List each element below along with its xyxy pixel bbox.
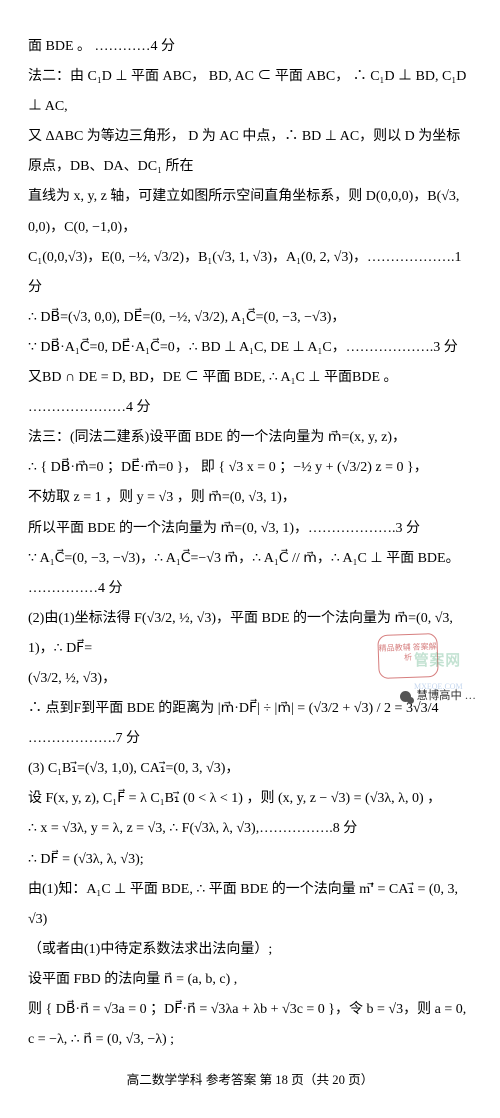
- watermark-top: 管案网: [414, 646, 478, 678]
- body-line: ∵ A₁C⃗=(0, −3, −√3)，∴ A₁C⃗=−√3 m⃗，∴ A₁C⃗…: [28, 544, 472, 604]
- body-line: 法二：由 C₁D ⊥ 平面 ABC， BD, AC ⊂ 平面 ABC， ∴ C₁…: [28, 62, 472, 122]
- body-line: 设 F(x, y, z), C₁F⃗ = λ C₁B₁⃗ (0 < λ < 1)…: [28, 784, 472, 814]
- body-line: 所以平面 BDE 的一个法向量为 m⃗=(0, √3, 1)，……………….3 …: [28, 514, 472, 544]
- body-line: ∴ { DB⃗·m⃗=0 ；DE⃗·m⃗=0 }， 即 { √3 x = 0 ；…: [28, 453, 472, 483]
- body-line: 设平面 FBD 的法向量 n⃗ = (a, b, c) ,: [28, 965, 472, 995]
- body-line: （或者由(1)中待定系数法求出法向量）;: [28, 935, 472, 965]
- body-line: 又BD ∩ DE = D, BD，DE ⊂ 平面 BDE, ∴ A₁C ⊥ 平面…: [28, 363, 472, 423]
- footer-right: 慧博高中 …: [400, 684, 476, 708]
- body-line: ∴ x = √3λ, y = λ, z = √3, ∴ F(√3λ, λ, √3…: [28, 814, 472, 844]
- footer-right-text: 慧博高中 …: [417, 690, 476, 702]
- body-line: 面 BDE 。 …………4 分: [28, 32, 472, 62]
- body-line: 法三：(同法二建系)设平面 BDE 的一个法向量为 m⃗=(x, y, z)，: [28, 423, 472, 453]
- page-footer: 高二数学学科 参考答案 第 18 页（共 20 页）: [28, 1067, 472, 1094]
- footer-text: 高二数学学科 参考答案 第 18 页（共 20 页）: [127, 1073, 374, 1087]
- body-line: (3) C₁B₁⃗=(√3, 1,0), CA₁⃗=(0, 3, √3)，: [28, 754, 472, 784]
- wechat-icon: [400, 691, 411, 702]
- body-line: C₁(0,0,√3)，E(0, −½, √3/2)，B₁(√3, 1, √3)，…: [28, 243, 472, 303]
- body-line: ∴ DB⃗=(√3, 0,0), DE⃗=(0, −½, √3/2), A₁C⃗…: [28, 303, 472, 333]
- body-line: 由(1)知：A₁C ⊥ 平面 BDE, ∴ 平面 BDE 的一个法向量 m'⃗ …: [28, 875, 472, 935]
- body-line: ∵ DB⃗·A₁C⃗=0, DE⃗·A₁C⃗=0，∴ BD ⊥ A₁C, DE …: [28, 333, 472, 363]
- body-line: 不妨取 z = 1 ，则 y = √3 ，则 m⃗=(0, √3, 1)，: [28, 483, 472, 513]
- body-line: 直线为 x, y, z 轴，可建立如图所示空间直角坐标系，则 D(0,0,0)，…: [28, 182, 472, 242]
- body-line: 又 ΔABC 为等边三角形， D 为 AC 中点，∴ BD ⊥ AC，则以 D …: [28, 122, 472, 182]
- body-line: 则 { DB⃗·n⃗ = √3a = 0 ；DF⃗·n⃗ = √3λa + λb…: [28, 995, 472, 1055]
- body-line: ∴ DF⃗ = (√3λ, λ, √3);: [28, 845, 472, 875]
